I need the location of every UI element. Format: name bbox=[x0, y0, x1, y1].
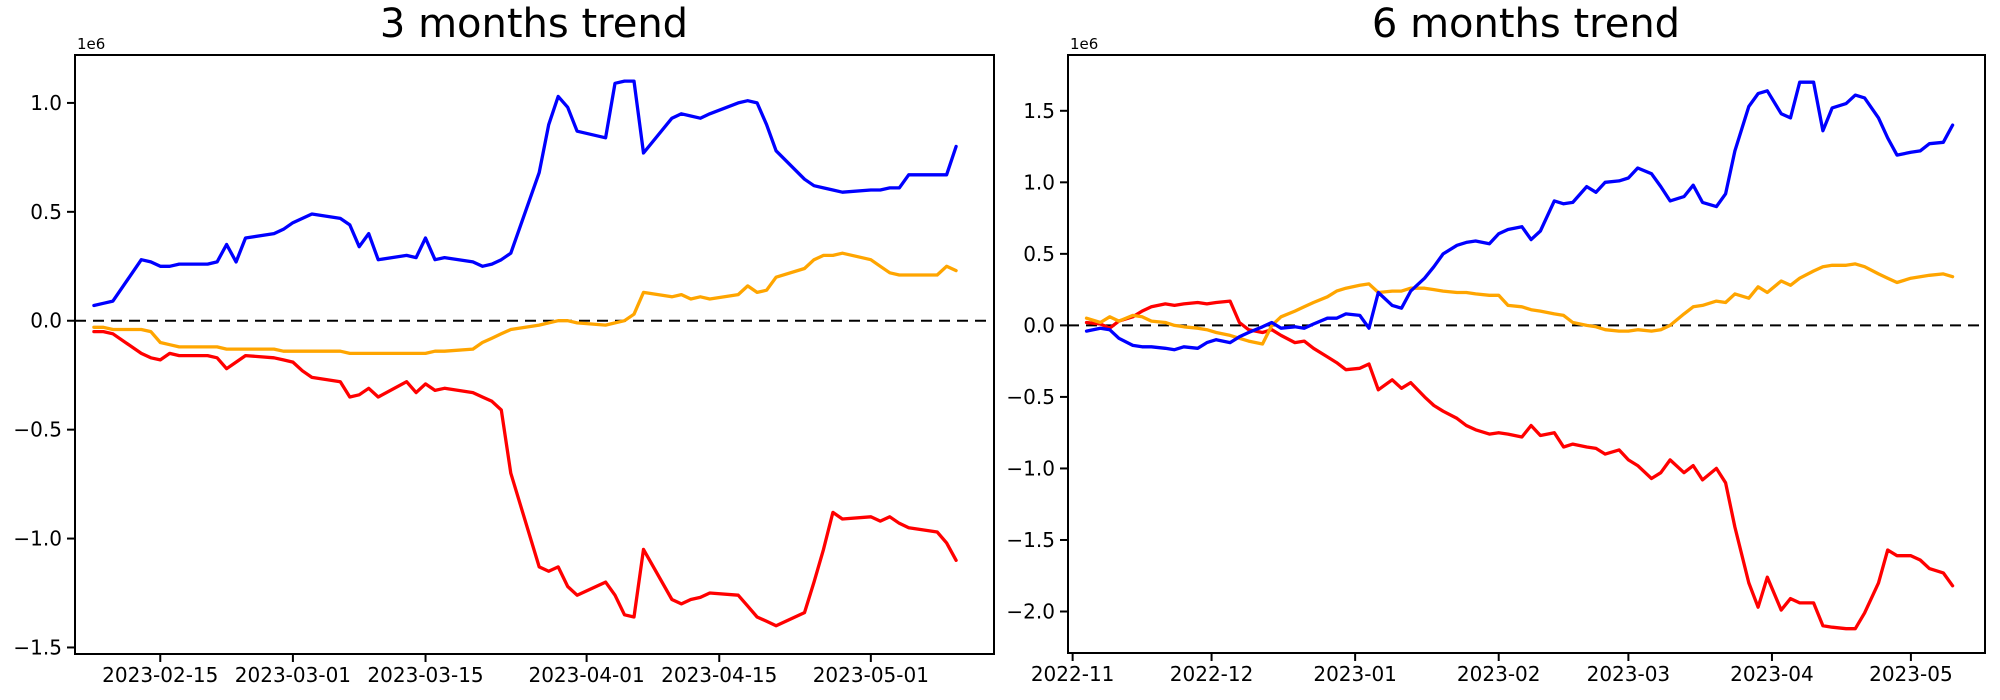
y-tick-label: −1.0 bbox=[13, 527, 62, 551]
x-tick-label: 2023-05-01 bbox=[813, 663, 929, 687]
y-tick-label: 1.0 bbox=[1023, 170, 1055, 194]
x-tick-label: 2022-11 bbox=[1031, 662, 1115, 686]
y-tick-label: −0.5 bbox=[13, 418, 62, 442]
right-chart: 1.5 1.0 0.5 0.0 −0.5 −1.0 −1.5 −2.0 2022-11 2022-… bbox=[1006, 54, 1986, 686]
y-axis-offset-label-right: 1e6 bbox=[1070, 35, 1099, 53]
y-tick-label: 0.0 bbox=[1023, 313, 1055, 337]
y-tick-label: −1.5 bbox=[13, 635, 62, 659]
x-tick-label: 2023-03-15 bbox=[367, 663, 483, 687]
x-tick-label: 2023-02-15 bbox=[102, 663, 218, 687]
chart-frame bbox=[1067, 54, 1986, 654]
left-chart: 1.0 0.5 0.0 −0.5 −1.0 −1.5 2023-02-15 2023-03-0… bbox=[13, 54, 995, 687]
x-tick-label: 2023-01 bbox=[1313, 662, 1397, 686]
red-line bbox=[92, 329, 958, 628]
y-tick-label: −1.0 bbox=[1006, 456, 1055, 480]
x-tick-label: 2023-05 bbox=[1869, 662, 1953, 686]
y-tick-label: 0.5 bbox=[1023, 242, 1055, 266]
x-tick-label: 2022-12 bbox=[1170, 662, 1254, 686]
chart-title-6-months: 6 months trend bbox=[1371, 1, 1681, 47]
x-tick-label: 2023-03 bbox=[1587, 662, 1671, 686]
blue-line bbox=[1084, 80, 1955, 352]
y-tick-label: −0.5 bbox=[1006, 385, 1055, 409]
y-axis-offset-label-left: 1e6 bbox=[77, 35, 106, 53]
red-line bbox=[1084, 299, 1955, 631]
chart-frame bbox=[74, 54, 995, 655]
y-tick-label: 1.0 bbox=[30, 91, 62, 115]
x-tick-label: 2023-04-01 bbox=[528, 663, 644, 687]
x-tick-label: 2023-04 bbox=[1730, 662, 1814, 686]
y-tick-label: −1.5 bbox=[1006, 528, 1055, 552]
y-tick-label: 1.5 bbox=[1023, 99, 1055, 123]
y-tick-label: −2.0 bbox=[1006, 600, 1055, 624]
y-tick-label: 0.5 bbox=[30, 200, 62, 224]
orange-line bbox=[1084, 262, 1955, 346]
orange-line bbox=[92, 251, 958, 356]
x-tick-label: 2023-03-01 bbox=[235, 663, 351, 687]
x-tick-label: 2023-04-15 bbox=[661, 663, 777, 687]
blue-line bbox=[92, 79, 958, 308]
chart-title-3-months: 3 months trend bbox=[379, 1, 689, 47]
x-tick-label: 2023-02 bbox=[1457, 662, 1541, 686]
y-tick-label: 0.0 bbox=[30, 309, 62, 333]
